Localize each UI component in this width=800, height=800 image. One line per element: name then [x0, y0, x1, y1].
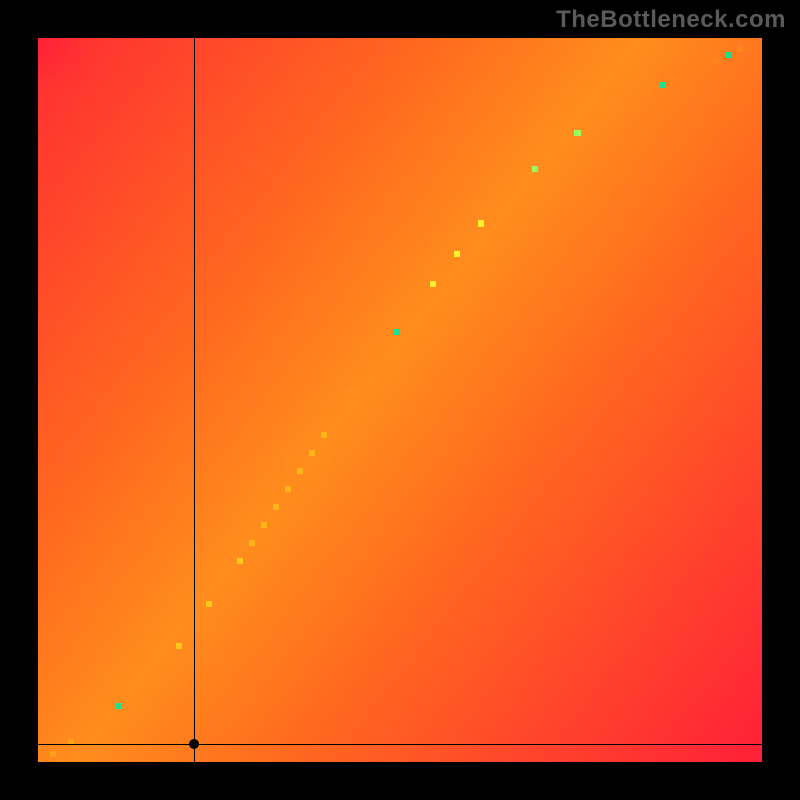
watermark-text: TheBottleneck.com	[556, 6, 786, 34]
heatmap-canvas	[38, 38, 762, 762]
crosshair-marker-dot	[189, 739, 199, 749]
figure-container: TheBottleneck.com	[0, 0, 800, 800]
plot-area	[38, 38, 762, 762]
